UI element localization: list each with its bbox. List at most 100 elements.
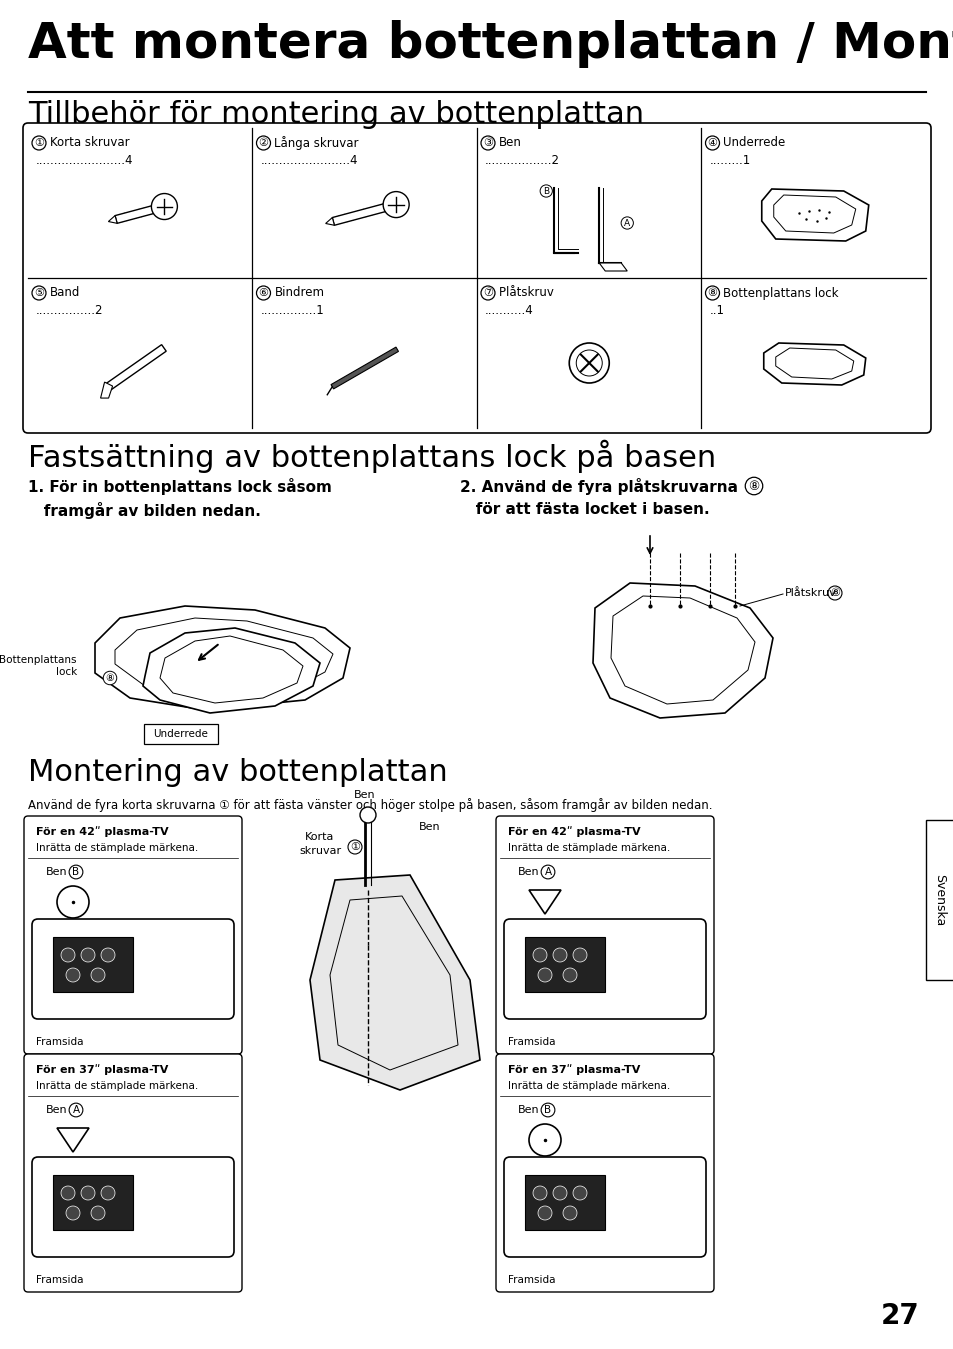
Polygon shape: [310, 876, 479, 1090]
Circle shape: [533, 948, 546, 962]
Text: Band: Band: [50, 286, 80, 299]
Text: ⑧: ⑧: [707, 287, 717, 298]
Polygon shape: [610, 596, 754, 704]
Circle shape: [152, 193, 177, 220]
Polygon shape: [325, 217, 335, 225]
Text: Bottenplattans lock: Bottenplattans lock: [722, 286, 838, 299]
Circle shape: [66, 969, 80, 982]
Circle shape: [66, 1206, 80, 1219]
Circle shape: [553, 948, 566, 962]
Circle shape: [529, 1124, 560, 1156]
Text: Framsida: Framsida: [36, 1037, 84, 1047]
Bar: [53, 938, 132, 992]
Text: Långa skruvar: Långa skruvar: [274, 136, 358, 150]
Text: ⑧: ⑧: [829, 588, 840, 598]
Circle shape: [573, 1186, 586, 1201]
Text: 27: 27: [881, 1302, 919, 1330]
Text: Framsida: Framsida: [507, 1275, 555, 1286]
Text: Bottenplattans
lock: Bottenplattans lock: [0, 656, 77, 677]
FancyBboxPatch shape: [24, 1054, 242, 1292]
Polygon shape: [593, 583, 772, 718]
Text: ⑥: ⑥: [258, 287, 268, 298]
Text: Korta: Korta: [305, 832, 335, 842]
Polygon shape: [332, 201, 396, 225]
Bar: [925, 820, 953, 979]
Polygon shape: [760, 189, 868, 241]
Circle shape: [81, 948, 95, 962]
Polygon shape: [143, 629, 319, 714]
Circle shape: [359, 807, 375, 823]
Text: Underrede: Underrede: [722, 136, 789, 150]
Circle shape: [533, 1186, 546, 1201]
Text: ........................4: ........................4: [36, 155, 133, 167]
Circle shape: [91, 1206, 105, 1219]
Text: För en 42ʺ plasma-TV: För en 42ʺ plasma-TV: [36, 827, 169, 838]
Circle shape: [562, 1206, 577, 1219]
Polygon shape: [529, 890, 560, 915]
Circle shape: [576, 349, 601, 376]
FancyBboxPatch shape: [503, 919, 705, 1018]
FancyBboxPatch shape: [496, 816, 713, 1054]
Polygon shape: [95, 606, 350, 710]
Text: A: A: [544, 867, 551, 877]
Text: För en 42ʺ plasma-TV: För en 42ʺ plasma-TV: [507, 827, 640, 838]
Polygon shape: [100, 382, 112, 398]
Text: B: B: [544, 1105, 551, 1116]
Circle shape: [553, 1186, 566, 1201]
Text: ⑧: ⑧: [106, 673, 114, 683]
Polygon shape: [773, 196, 855, 233]
FancyBboxPatch shape: [144, 724, 218, 745]
Text: Ben: Ben: [517, 1105, 539, 1116]
Polygon shape: [160, 635, 303, 703]
Text: Inrätta de stämplade märkena.: Inrätta de stämplade märkena.: [507, 843, 670, 853]
Text: Underrede: Underrede: [153, 728, 208, 739]
FancyBboxPatch shape: [503, 1157, 705, 1257]
Polygon shape: [331, 347, 398, 389]
Text: Framsida: Framsida: [507, 1037, 555, 1047]
Circle shape: [569, 343, 609, 383]
Text: ⑤: ⑤: [34, 287, 44, 298]
Text: För en 37ʺ plasma-TV: För en 37ʺ plasma-TV: [507, 1064, 639, 1075]
Text: ..1: ..1: [709, 305, 723, 317]
Circle shape: [537, 969, 552, 982]
Text: ④: ④: [707, 138, 717, 148]
Text: Ben: Ben: [354, 791, 375, 800]
Polygon shape: [104, 344, 166, 391]
Text: Plåtskruv: Plåtskruv: [784, 588, 836, 598]
Text: ⑦: ⑦: [482, 287, 493, 298]
Polygon shape: [57, 1128, 89, 1152]
Text: Inrätta de stämplade märkena.: Inrätta de stämplade märkena.: [36, 843, 198, 853]
Text: skruvar: skruvar: [298, 846, 341, 857]
Text: A: A: [623, 219, 630, 228]
FancyBboxPatch shape: [32, 919, 233, 1018]
Text: B: B: [72, 867, 79, 877]
Circle shape: [57, 886, 89, 919]
Text: ...........4: ...........4: [484, 305, 533, 317]
Circle shape: [101, 948, 115, 962]
Polygon shape: [775, 348, 853, 379]
Text: Att montera bottenplattan / Montering: Att montera bottenplattan / Montering: [28, 20, 953, 67]
Text: Använd de fyra korta skruvarna ① för att fästa vänster och höger stolpe på basen: Använd de fyra korta skruvarna ① för att…: [28, 799, 712, 812]
Circle shape: [101, 1186, 115, 1201]
FancyBboxPatch shape: [32, 1157, 233, 1257]
Text: För en 37ʺ plasma-TV: För en 37ʺ plasma-TV: [36, 1064, 168, 1075]
Bar: [53, 1175, 132, 1230]
Circle shape: [537, 1206, 552, 1219]
Polygon shape: [109, 216, 117, 224]
Text: Framsida: Framsida: [36, 1275, 84, 1286]
Text: Ben: Ben: [46, 867, 68, 877]
Text: Montering av bottenplattan: Montering av bottenplattan: [28, 758, 447, 786]
Circle shape: [383, 192, 409, 217]
Text: Inrätta de stämplade märkena.: Inrätta de stämplade märkena.: [507, 1081, 670, 1091]
Text: ................2: ................2: [36, 305, 103, 317]
Text: Bindrem: Bindrem: [274, 286, 324, 299]
Circle shape: [573, 948, 586, 962]
Text: B: B: [542, 186, 549, 196]
Text: Ben: Ben: [517, 867, 539, 877]
Text: Tillbehör för montering av bottenplattan: Tillbehör för montering av bottenplattan: [28, 100, 643, 130]
Text: Inrätta de stämplade märkena.: Inrätta de stämplade märkena.: [36, 1081, 198, 1091]
Text: ①: ①: [350, 842, 359, 853]
Text: Ben: Ben: [418, 822, 440, 832]
Text: 2. Använd de fyra plåtskruvarna: 2. Använd de fyra plåtskruvarna: [459, 478, 742, 495]
FancyBboxPatch shape: [24, 816, 242, 1054]
